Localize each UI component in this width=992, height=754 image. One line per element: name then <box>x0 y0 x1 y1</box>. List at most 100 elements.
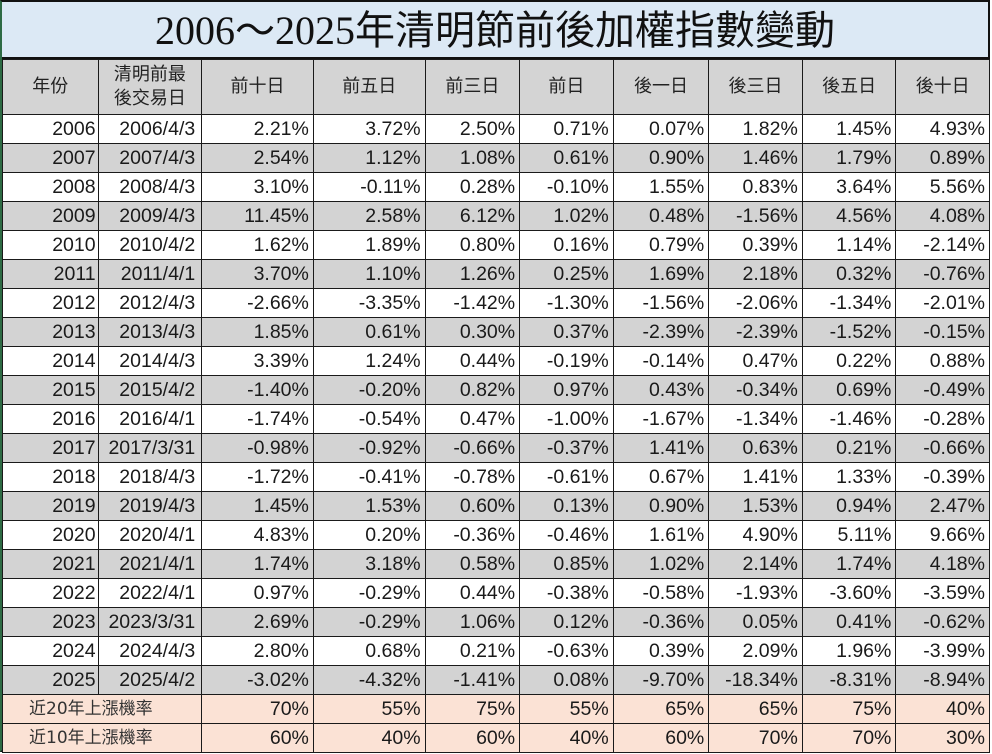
cell-5-days-before[interactable]: -4.32% <box>312 665 426 695</box>
cell-1-day-after[interactable]: 0.39% <box>612 636 710 666</box>
cell-10-days-before[interactable]: -1.72% <box>201 462 314 492</box>
cell-10-days-after[interactable]: -2.01% <box>895 288 990 318</box>
cell-1-day-before[interactable]: 0.37% <box>519 317 614 347</box>
cell-5-days-after[interactable]: 0.41% <box>801 607 897 637</box>
cell-5-days-after[interactable]: -1.46% <box>801 404 897 434</box>
cell-10-days-before[interactable]: 0.97% <box>201 578 314 608</box>
cell-last-trading-day[interactable]: 2024/4/3 <box>97 636 203 666</box>
cell-10-days-after[interactable]: -3.59% <box>895 578 990 608</box>
cell-10-days-after[interactable]: -0.15% <box>895 317 990 347</box>
cell-1-day-before[interactable]: -0.19% <box>519 346 614 376</box>
cell-5-days-after[interactable]: 0.32% <box>801 259 897 289</box>
cell-3-days-after[interactable]: 0.39% <box>708 230 803 260</box>
cell-year[interactable]: 2019 <box>2 491 99 521</box>
cell-3-days-after[interactable]: -0.34% <box>708 375 803 405</box>
cell-last-trading-day[interactable]: 2018/4/3 <box>97 462 203 492</box>
cell-5-days-after[interactable]: 1.96% <box>801 636 897 666</box>
cell-10-days-after[interactable]: 9.66% <box>895 520 990 550</box>
cell-3-days-after[interactable]: 1.46% <box>708 143 803 173</box>
cell-last-trading-day[interactable]: 2017/3/31 <box>97 433 203 463</box>
summary-cell-1-day-after[interactable]: 60% <box>612 723 710 753</box>
cell-3-days-after[interactable]: 2.18% <box>708 259 803 289</box>
cell-3-days-before[interactable]: 0.82% <box>424 375 521 405</box>
cell-5-days-after[interactable]: -1.52% <box>801 317 897 347</box>
cell-3-days-after[interactable]: -2.06% <box>708 288 803 318</box>
summary-cell-3-days-before[interactable]: 75% <box>424 694 521 724</box>
cell-3-days-after[interactable]: -1.56% <box>708 201 803 231</box>
cell-last-trading-day[interactable]: 2008/4/3 <box>97 172 203 202</box>
cell-1-day-before[interactable]: -0.61% <box>519 462 614 492</box>
cell-1-day-after[interactable]: -0.58% <box>612 578 710 608</box>
header-5-days-after[interactable]: 後五日 <box>801 59 897 115</box>
summary-cell-3-days-after[interactable]: 70% <box>708 723 803 753</box>
cell-3-days-before[interactable]: -1.42% <box>424 288 521 318</box>
cell-3-days-before[interactable]: 0.30% <box>424 317 521 347</box>
header-3-days-after[interactable]: 後三日 <box>708 59 803 115</box>
header-10-days-after[interactable]: 後十日 <box>895 59 990 115</box>
cell-5-days-before[interactable]: -0.29% <box>312 607 426 637</box>
cell-10-days-after[interactable]: -8.94% <box>895 665 990 695</box>
cell-10-days-after[interactable]: -0.66% <box>895 433 990 463</box>
cell-1-day-before[interactable]: 0.97% <box>519 375 614 405</box>
cell-10-days-after[interactable]: 4.08% <box>895 201 990 231</box>
cell-3-days-after[interactable]: -1.93% <box>708 578 803 608</box>
cell-1-day-before[interactable]: 0.25% <box>519 259 614 289</box>
cell-1-day-before[interactable]: 0.71% <box>519 114 614 144</box>
summary-cell-5-days-before[interactable]: 40% <box>312 723 426 753</box>
cell-10-days-before[interactable]: 3.70% <box>201 259 314 289</box>
cell-last-trading-day[interactable]: 2012/4/3 <box>97 288 203 318</box>
cell-5-days-before[interactable]: 1.89% <box>312 230 426 260</box>
cell-last-trading-day[interactable]: 2014/4/3 <box>97 346 203 376</box>
cell-1-day-before[interactable]: -1.30% <box>519 288 614 318</box>
cell-year[interactable]: 2013 <box>2 317 99 347</box>
cell-last-trading-day[interactable]: 2016/4/1 <box>97 404 203 434</box>
cell-5-days-after[interactable]: 0.69% <box>801 375 897 405</box>
cell-3-days-before[interactable]: -0.78% <box>424 462 521 492</box>
cell-5-days-after[interactable]: 1.79% <box>801 143 897 173</box>
cell-5-days-before[interactable]: 2.58% <box>312 201 426 231</box>
cell-1-day-after[interactable]: 0.79% <box>612 230 710 260</box>
cell-5-days-after[interactable]: 0.94% <box>801 491 897 521</box>
cell-3-days-after[interactable]: 1.41% <box>708 462 803 492</box>
cell-1-day-after[interactable]: 1.61% <box>612 520 710 550</box>
cell-year[interactable]: 2022 <box>2 578 99 608</box>
cell-3-days-after[interactable]: 2.14% <box>708 549 803 579</box>
cell-10-days-after[interactable]: -0.49% <box>895 375 990 405</box>
header-5-days-before[interactable]: 前五日 <box>312 59 426 115</box>
summary-cell-5-days-after[interactable]: 70% <box>801 723 897 753</box>
summary-cell-10-days-after[interactable]: 40% <box>895 694 990 724</box>
cell-last-trading-day[interactable]: 2011/4/1 <box>97 259 203 289</box>
cell-10-days-after[interactable]: -0.76% <box>895 259 990 289</box>
title-banner[interactable]: 2006～2025年清明節前後加權指數變動 <box>2 2 988 59</box>
cell-5-days-before[interactable]: -3.35% <box>312 288 426 318</box>
cell-10-days-after[interactable]: 2.47% <box>895 491 990 521</box>
cell-1-day-after[interactable]: -9.70% <box>612 665 710 695</box>
cell-year[interactable]: 2021 <box>2 549 99 579</box>
cell-5-days-after[interactable]: -8.31% <box>801 665 897 695</box>
cell-last-trading-day[interactable]: 2006/4/3 <box>97 114 203 144</box>
cell-1-day-before[interactable]: -0.10% <box>519 172 614 202</box>
cell-10-days-before[interactable]: -3.02% <box>201 665 314 695</box>
summary-cell-3-days-after[interactable]: 65% <box>708 694 803 724</box>
cell-5-days-after[interactable]: -3.60% <box>801 578 897 608</box>
cell-5-days-before[interactable]: 0.61% <box>312 317 426 347</box>
cell-last-trading-day[interactable]: 2009/4/3 <box>97 201 203 231</box>
cell-year[interactable]: 2015 <box>2 375 99 405</box>
cell-1-day-before[interactable]: -0.46% <box>519 520 614 550</box>
cell-3-days-before[interactable]: 0.47% <box>424 404 521 434</box>
header-last-trading-day[interactable]: 清明前最 後交易日 <box>97 59 203 115</box>
cell-3-days-before[interactable]: 0.44% <box>424 578 521 608</box>
cell-1-day-after[interactable]: -1.56% <box>612 288 710 318</box>
cell-5-days-before[interactable]: 0.68% <box>312 636 426 666</box>
cell-10-days-after[interactable]: -2.14% <box>895 230 990 260</box>
cell-3-days-before[interactable]: 0.28% <box>424 172 521 202</box>
summary-label[interactable]: 近10年上漲機率 <box>1 723 203 753</box>
cell-10-days-before[interactable]: 1.74% <box>201 549 314 579</box>
cell-5-days-before[interactable]: 1.53% <box>312 491 426 521</box>
cell-1-day-before[interactable]: 0.12% <box>519 607 614 637</box>
cell-5-days-before[interactable]: 1.12% <box>312 143 426 173</box>
cell-5-days-before[interactable]: -0.92% <box>312 433 426 463</box>
cell-1-day-before[interactable]: 0.08% <box>519 665 614 695</box>
cell-1-day-after[interactable]: 1.02% <box>612 549 710 579</box>
cell-10-days-after[interactable]: 4.93% <box>895 114 990 144</box>
